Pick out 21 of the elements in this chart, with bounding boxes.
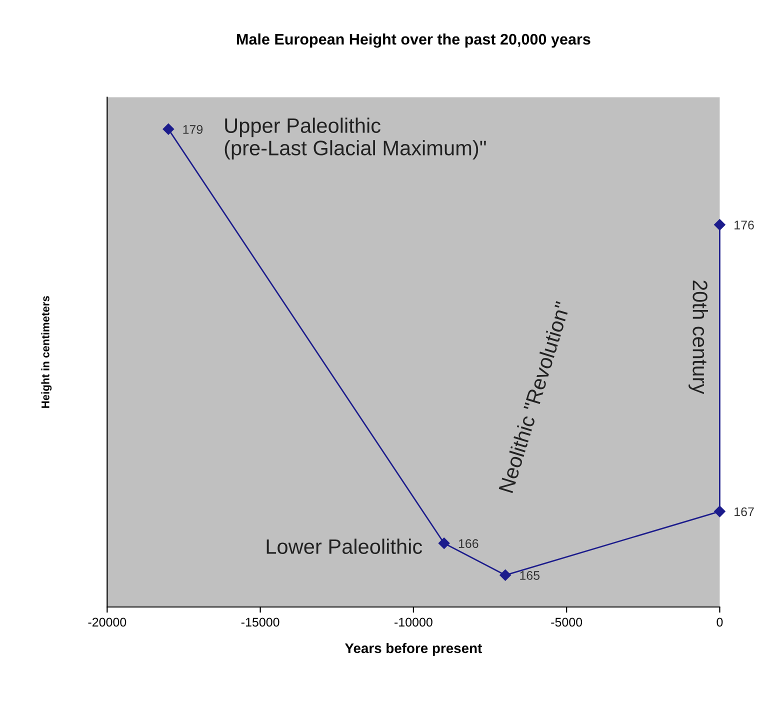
annotation: Upper Paleolithic (pre-Last Glacial Maximum)" (224, 118, 486, 160)
data-label: 166 (458, 539, 478, 548)
y-axis-title: Height in centimeters (41, 296, 52, 408)
point (500, 570, 511, 581)
x-tick-label: -15000 (241, 618, 280, 627)
data-label: 179 (183, 125, 203, 134)
point (438, 538, 450, 549)
x-tick-label: -10000 (394, 618, 432, 627)
chart-title: Male European Height over the past 20,000 years (237, 33, 590, 48)
point (714, 219, 726, 230)
x-tick-label: -5000 (551, 618, 582, 627)
x-axis-title: Years before present (344, 642, 482, 656)
point (162, 124, 174, 135)
x-tick-label: 0 (716, 618, 723, 627)
data-label: 165 (520, 571, 540, 580)
annotation: Lower Paleolithic (266, 538, 422, 554)
annotation: 20th century (688, 280, 708, 394)
data-label: 167 (734, 507, 754, 516)
data-label: 176 (734, 220, 754, 230)
point (714, 506, 726, 518)
x-tick-label: -20000 (88, 618, 126, 627)
